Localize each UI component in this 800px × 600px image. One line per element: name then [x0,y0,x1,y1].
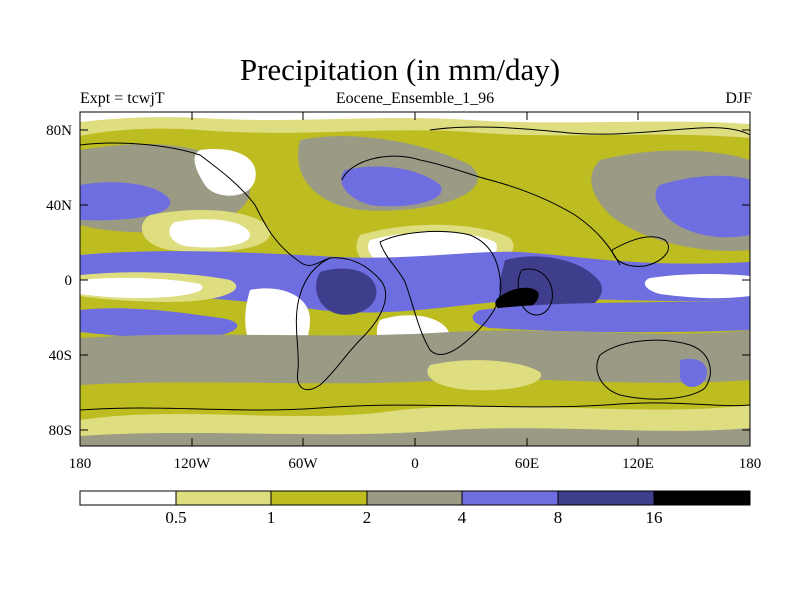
coast-north-america [79,142,331,266]
contour-nam-white [194,149,256,196]
lat-tick-label: 40N [46,198,72,214]
lon-tick-label: 120W [174,456,212,472]
coast-se-asia [611,236,669,267]
axis-ticks [79,112,751,446]
coast-madagascar [517,268,553,316]
contour-amazon-core [316,268,377,315]
colorbar-segment [557,490,655,506]
lat-tick-label: 80N [46,123,72,139]
contour-natl-blue [341,166,442,207]
coast-south-america [295,257,387,390]
contour-spac-blue [80,308,238,339]
colorbar-segment [653,490,751,506]
contour-swpac-blue [680,358,707,387]
colorbar-label: 16 [646,508,663,527]
lat-tick-label: 0 [65,273,73,289]
season-label: DJF [725,90,752,107]
coast-antarctica [79,402,751,411]
lon-tick-label: 180 [739,456,762,472]
ensemble-label: Eocene_Ensemble_1_96 [335,90,495,107]
contour-sindian-blue [472,300,750,333]
coastline-layer [79,126,751,411]
colorbar-segment [79,490,177,506]
contour-fill-layer [80,112,750,446]
coast-africa [379,231,502,355]
lon-tick-label: 60W [288,456,318,472]
lon-tick-label: 60E [515,456,539,472]
colorbar-segment [461,490,559,506]
colorbar [79,490,751,506]
lat-tick-label: 80S [49,423,72,439]
colorbar-segment [366,490,463,506]
colorbar-label: 4 [458,508,467,527]
lon-tick-label: 0 [411,456,419,472]
contour-wpac-blue [655,175,750,238]
lat-tick-label: 40S [49,348,72,364]
experiment-label: Expt = tcwjT [80,90,165,107]
coast-australia [596,339,711,400]
contour-antarctic-gray [80,428,750,446]
contour-npac-blue [80,182,171,221]
contour-epac-white [80,277,203,298]
colorbar-label: 8 [554,508,563,527]
contour-subtrop-npac-white [169,219,251,248]
colorbar-label: 1 [267,508,276,527]
map-title: Precipitation (in mm/day) [239,52,561,87]
contour-wpac-s-white [644,274,750,299]
lon-tick-label: 180 [69,456,92,472]
contour-sind-dry-light [427,360,542,391]
coast-eurasia-south [341,155,621,266]
lon-tick-label: 120E [622,456,654,472]
colorbar-segment [270,490,368,506]
colorbar-segment [175,490,272,506]
colorbar-label: 2 [363,508,372,527]
coast-arctic [429,126,751,136]
colorbar-label: 0.5 [165,508,186,527]
contour-southern-gray [80,330,750,385]
